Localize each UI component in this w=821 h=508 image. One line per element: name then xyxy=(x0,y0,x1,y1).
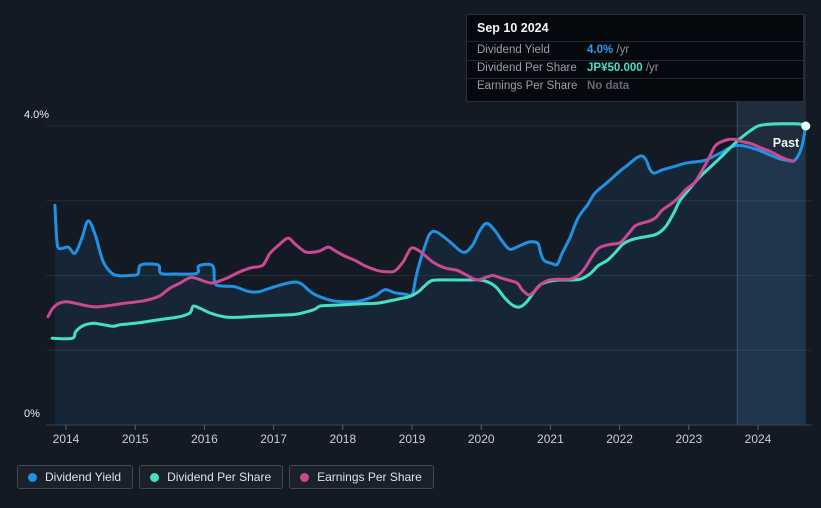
legend-label: Earnings Per Share xyxy=(317,470,422,484)
legend-label: Dividend Per Share xyxy=(167,470,272,484)
tooltip-row-dividend-per-share: Dividend Per Share JP¥50.000 /yr xyxy=(467,59,803,78)
earnings-per-share-dot-icon xyxy=(300,472,310,482)
tooltip-label: Dividend Per Share xyxy=(477,62,577,75)
tooltip-row-dividend-yield: Dividend Yield 4.0% /yr xyxy=(467,43,803,60)
dividend-yield-dot-icon xyxy=(28,472,37,482)
tooltip-value: JP¥50.000 /yr xyxy=(587,62,659,75)
past-label: Past xyxy=(773,136,800,150)
dividend-per-share-dot-icon xyxy=(150,472,160,482)
x-axis-label: 2022 xyxy=(606,432,633,446)
dividend-per-share-line xyxy=(50,122,808,341)
y-axis-label: 4.0% xyxy=(24,109,49,121)
tooltip-label: Earnings Per Share xyxy=(477,80,578,93)
legend-item-earnings-per-share[interactable]: Earnings Per Share xyxy=(289,465,434,489)
dividend-yield-area xyxy=(54,126,806,425)
earnings-per-share-line xyxy=(46,137,795,319)
tooltip-date: Sep 10 2024 xyxy=(467,15,803,42)
tooltip-rows: Dividend Yield 4.0% /yr Dividend Per Sha… xyxy=(467,42,803,101)
x-axis-label: 2023 xyxy=(675,432,702,446)
x-axis-label: 2014 xyxy=(53,432,80,446)
legend-item-dividend-per-share[interactable]: Dividend Per Share xyxy=(139,465,284,489)
x-axis-label: 2021 xyxy=(537,432,564,446)
legend-label: Dividend Yield xyxy=(45,470,122,484)
dividend-yield-line xyxy=(53,124,808,304)
x-axis-label: 2020 xyxy=(468,432,495,446)
tooltip-row-earnings-per-share: Earnings Per Share No data xyxy=(467,77,803,96)
tooltip-value: No data xyxy=(587,80,630,93)
x-axis-label: 2016 xyxy=(191,432,218,446)
chart-tooltip: Sep 10 2024 Dividend Yield 4.0% /yr Divi… xyxy=(466,14,804,102)
current-value-marker xyxy=(801,121,811,131)
y-axis-label: 0% xyxy=(24,408,40,420)
x-axis-label: 2018 xyxy=(329,432,356,446)
x-axis-label: 2017 xyxy=(260,432,287,446)
chart-legend: Dividend Yield Dividend Per Share Earnin… xyxy=(17,465,434,489)
legend-item-dividend-yield[interactable]: Dividend Yield xyxy=(17,465,134,489)
x-axis-label: 2015 xyxy=(122,432,149,446)
x-axis-label: 2024 xyxy=(745,432,772,446)
x-axis-label: 2019 xyxy=(399,432,426,446)
tooltip-label: Dividend Yield xyxy=(477,44,550,57)
tooltip-value: 4.0% /yr xyxy=(587,44,630,57)
